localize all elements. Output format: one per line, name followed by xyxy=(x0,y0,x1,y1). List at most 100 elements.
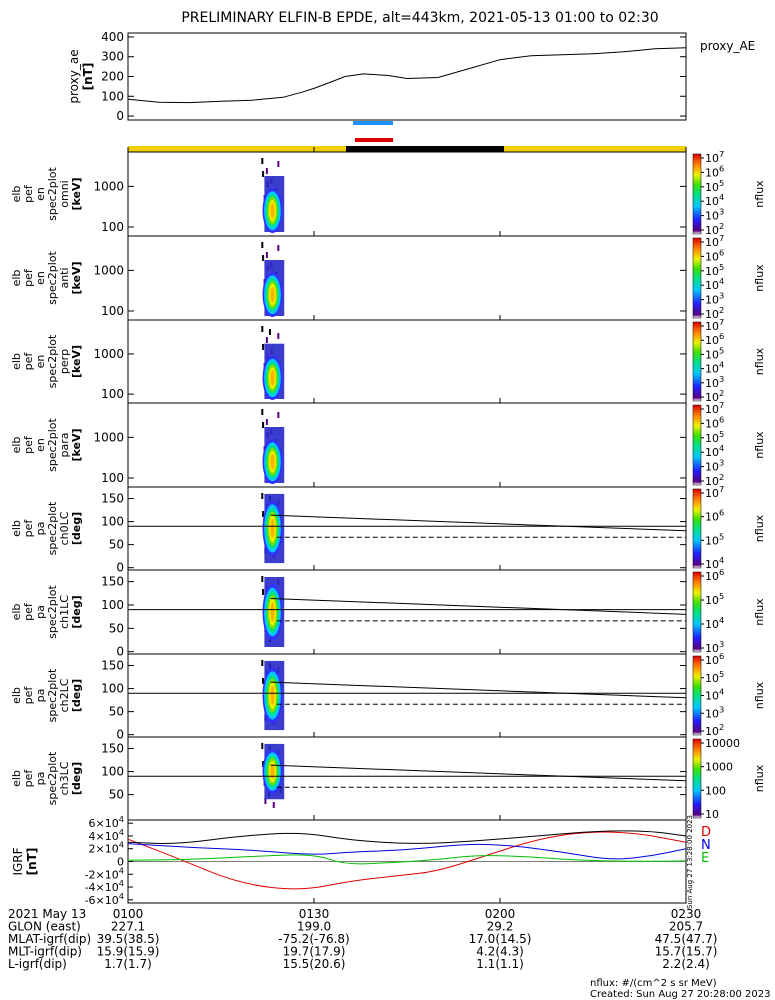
data-speck xyxy=(262,589,265,595)
colorbar-label: nflux xyxy=(753,431,766,459)
panel-ylabel-line: elb xyxy=(10,353,23,370)
y-tick-label: 100 xyxy=(101,598,124,612)
panel-ch2LC: 0 50 100 150 elb pef pa spec2plot ch2LC [deg] 102 1… xyxy=(10,651,766,742)
data-speck xyxy=(261,409,264,415)
colorbar-tick-label: 103 xyxy=(705,458,724,474)
panel-ylabel-line: [keV] xyxy=(70,177,83,210)
science-zone-bar xyxy=(353,121,393,125)
igrf-y-tick-label: -6×104 xyxy=(85,891,124,907)
panel-ylabel-line: pef xyxy=(22,268,35,287)
data-core xyxy=(270,202,275,219)
panel-ylabel-line: spec2plot xyxy=(46,334,59,388)
data-speck xyxy=(264,798,267,804)
panel-ylabel-line: spec2plot xyxy=(46,668,59,722)
colorbar-tick-label: 105 xyxy=(705,429,724,445)
panel-ylabel-line: spec2plot xyxy=(46,751,59,805)
y-tick-label: 100 xyxy=(101,765,124,779)
colorbar-tick-label: 103 xyxy=(705,207,724,223)
y-tick-label: 0 xyxy=(116,645,124,659)
colorbar-tick-label: 106 xyxy=(705,651,724,667)
y-tick-label: 100 xyxy=(101,515,124,529)
panel-ylabel-line: pef xyxy=(22,602,35,621)
xaxis-row-label: L-igrf(dip) xyxy=(8,957,67,971)
colorbar-tick-label: 104 xyxy=(705,615,724,631)
panel-ylabel-line: en xyxy=(34,438,47,452)
y-tick-label: 100 xyxy=(101,387,124,401)
xaxis-row-value: 0230 xyxy=(671,907,702,921)
colorbar-tick-label: 102 xyxy=(705,305,724,321)
xaxis-row-value: 227.1 xyxy=(111,920,145,934)
data-speck xyxy=(262,255,265,261)
panel-ylabel-line: spec2plot xyxy=(46,251,59,305)
colorbar-tick-label: 107 xyxy=(705,400,724,416)
data-core xyxy=(270,286,275,303)
colorbar-tick-label: 103 xyxy=(705,291,724,307)
panel-ylabel-line: pef xyxy=(22,435,35,454)
loss-cone-line xyxy=(270,764,687,782)
y-tick-label: 100 xyxy=(101,220,124,234)
colorbar-tick-label: 103 xyxy=(705,639,724,655)
colorbar-tick-label: 104 xyxy=(705,687,724,703)
panel-ch3LC: 50 100 150 elb pef pa spec2plot ch3LC [deg] 10 100… xyxy=(10,736,766,821)
colorbar-tick-label: 107 xyxy=(705,317,724,333)
colorbar-tick-label: 103 xyxy=(705,704,724,720)
xaxis-row-value: 15.5(20.6) xyxy=(283,957,346,971)
y-tick-label: 1000 xyxy=(93,263,124,277)
data-speck xyxy=(277,161,280,167)
colorbar-tick-label: 107 xyxy=(705,233,724,249)
y-tick-label: 200 xyxy=(101,70,124,84)
colorbar-tick-label: 104 xyxy=(705,360,724,376)
xaxis-row-value: 39.5(38.5) xyxy=(97,932,160,946)
y-tick-label: 150 xyxy=(101,492,124,506)
data-speck xyxy=(262,171,265,177)
panel-ylabel-line: pef xyxy=(22,769,35,788)
panel-frame xyxy=(127,151,687,237)
data-core xyxy=(270,602,275,622)
data-speck xyxy=(272,802,275,808)
data-speck xyxy=(265,419,268,425)
proxy-ae-series-label: proxy_AE xyxy=(700,39,755,53)
data-speck xyxy=(277,333,280,339)
panel-ylabel-line: omni xyxy=(58,180,71,207)
panel-ylabel-line: pef xyxy=(22,519,35,538)
data-speck xyxy=(262,678,265,684)
igrf-series-E xyxy=(127,854,687,865)
xaxis-row-value: 0130 xyxy=(299,907,330,921)
xaxis-row-value: 1.1(1.1) xyxy=(476,957,524,971)
panel-frame xyxy=(127,653,687,738)
y-tick-label: 50 xyxy=(109,621,124,635)
xaxis-row-value: 1.7(1.7) xyxy=(104,957,152,971)
colorbar-tick-label: 105 xyxy=(705,591,724,607)
xaxis-row-value: -75.2(-76.8) xyxy=(278,932,349,946)
panel-ylabel-line: ch1LC xyxy=(58,595,71,629)
panel-ylabel-line: pa xyxy=(34,772,47,786)
data-speck xyxy=(268,329,271,335)
colorbar-label: nflux xyxy=(753,514,766,542)
xaxis-row-value: 4.2(4.3) xyxy=(476,945,524,959)
proxy-ae-unit: [nT] xyxy=(81,63,95,91)
colorbar xyxy=(692,738,702,819)
colorbar-tick-label: 105 xyxy=(705,669,724,685)
y-tick-label: 100 xyxy=(101,471,124,485)
y-tick-label: 150 xyxy=(101,659,124,673)
data-speck xyxy=(262,511,265,517)
colorbar-tick-label: 103 xyxy=(705,374,724,390)
y-tick-label: 50 xyxy=(109,705,124,719)
panel-ylabel-line: spec2plot xyxy=(46,418,59,472)
panel-ylabel-line: elb xyxy=(10,437,23,454)
data-core xyxy=(270,763,275,780)
panel-ch1LC: 0 50 100 150 elb pef pa spec2plot ch1LC [deg] 103 1… xyxy=(10,567,766,659)
loss-cone-line xyxy=(270,514,687,532)
igrf-y-tick-label: 6×104 xyxy=(89,814,124,830)
data-speck xyxy=(261,743,264,749)
colorbar-tick-label: 106 xyxy=(705,247,724,263)
xaxis-row-label: 2021 May 13 xyxy=(8,907,86,921)
colorbar-tick-label: 104 xyxy=(705,443,724,459)
panel-ylabel-line: para xyxy=(58,433,71,458)
igrf-series-N xyxy=(127,843,687,860)
y-tick-label: 1000 xyxy=(93,347,124,361)
side-timestamp: Sun Aug 27 13:28:00 2023 xyxy=(686,815,694,909)
data-speck xyxy=(261,326,264,332)
